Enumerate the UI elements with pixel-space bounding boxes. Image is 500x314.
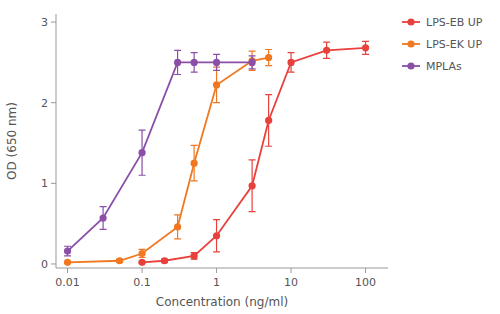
x-tick	[365, 268, 366, 273]
x-axis-line	[56, 268, 388, 269]
x-tick-label: 0.1	[133, 276, 151, 289]
point	[213, 59, 220, 66]
error-bar	[265, 49, 272, 65]
x-tick	[67, 268, 68, 273]
series	[64, 49, 272, 265]
error-bar	[64, 246, 71, 256]
series-line	[68, 62, 253, 251]
point	[265, 117, 272, 124]
error-bar	[191, 53, 198, 72]
error-bar	[362, 41, 369, 54]
x-axis-label: Concentration (ng/ml)	[156, 295, 288, 309]
point	[323, 47, 330, 54]
legend-marker	[407, 18, 414, 25]
legend-label: LPS-EK UP	[426, 38, 482, 51]
error-bar	[249, 51, 256, 70]
plot-area	[64, 41, 369, 266]
y-tick-label: 3	[41, 16, 48, 29]
error-bar	[213, 54, 220, 70]
legend: LPS-EB UP LPS-EK UP MPLAs	[402, 16, 483, 73]
point	[64, 259, 71, 266]
error-bar	[323, 42, 330, 58]
error-bar	[174, 50, 181, 74]
point	[99, 214, 106, 221]
point	[362, 44, 369, 51]
y-axis-line	[56, 14, 57, 268]
point	[249, 182, 256, 189]
error-bar	[249, 160, 256, 212]
y-tick-label: 2	[41, 97, 48, 110]
error-bar	[191, 253, 198, 259]
legend-marker	[407, 40, 414, 47]
point	[138, 250, 145, 257]
x-tick	[142, 268, 143, 273]
point	[174, 59, 181, 66]
y-tick	[51, 183, 56, 184]
y-tick	[51, 22, 56, 23]
point	[191, 59, 198, 66]
legend-label: LPS-EB UP	[426, 16, 483, 29]
x-tick	[291, 268, 292, 273]
x-tick-label: 100	[355, 276, 376, 289]
error-bar	[288, 53, 295, 72]
point	[138, 149, 145, 156]
point	[116, 257, 123, 264]
point	[191, 252, 198, 259]
point	[213, 81, 220, 88]
y-tick-label: 1	[41, 177, 48, 190]
error-bar	[174, 215, 181, 239]
y-tick-label: 0	[41, 258, 48, 271]
error-bar	[191, 145, 198, 180]
point	[138, 259, 145, 266]
point	[287, 59, 294, 66]
point	[265, 54, 272, 61]
point	[174, 223, 181, 230]
error-bar	[100, 207, 107, 230]
x-tick	[216, 268, 217, 273]
point	[161, 257, 168, 264]
x-tick-label: 1	[213, 276, 220, 289]
chart: 0.01 0.1 1 10 100 0 1 2 3 Concentration (ng/ml) OD…	[0, 0, 500, 314]
error-bar	[213, 67, 220, 102]
error-bar	[139, 249, 146, 257]
y-axis-label: OD (650 nm)	[5, 102, 19, 180]
legend-label: MPLAs	[426, 60, 462, 73]
point	[191, 160, 198, 167]
point	[249, 59, 256, 66]
series	[64, 50, 256, 256]
y-tick	[51, 263, 56, 264]
series-line	[68, 58, 269, 263]
error-bar	[265, 95, 272, 147]
series-line	[142, 48, 366, 262]
y-tick	[51, 102, 56, 103]
point	[64, 247, 71, 254]
x-tick-label: 10	[284, 276, 298, 289]
x-tick-label: 0.01	[55, 276, 80, 289]
error-bar	[213, 220, 220, 252]
error-bar	[249, 56, 256, 69]
legend-marker	[407, 62, 414, 69]
error-bar	[139, 130, 146, 175]
point	[213, 232, 220, 239]
